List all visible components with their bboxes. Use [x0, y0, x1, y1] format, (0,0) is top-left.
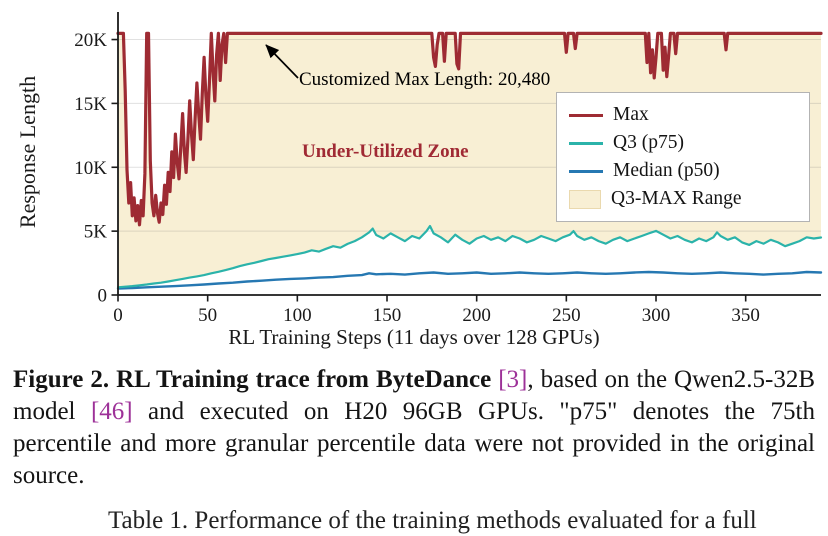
caption-text: and executed on H20 96GB GPUs. "p75" den…	[13, 398, 815, 489]
y-tick-label: 10K	[74, 158, 107, 179]
x-tick-label: 350	[731, 305, 760, 326]
y-tick-label: 0	[98, 286, 108, 307]
legend-item-q3-p75: Q3 (p75)	[569, 129, 797, 157]
x-tick-label: 150	[373, 305, 402, 326]
max-length-annotation: Customized Max Length: 20,480	[299, 69, 551, 90]
legend-patch-swatch	[569, 189, 601, 209]
legend-line-swatch	[569, 169, 603, 173]
legend-line-swatch	[569, 141, 603, 145]
figure-2-chart: 0 50 100 150 200 250 300 350 0 5K 10K 15K 20K Respon…	[15, 12, 823, 349]
legend-item-q3-max-range: Q3-MAX Range	[569, 185, 797, 213]
series-q3-p75	[116, 224, 823, 289]
legend-label: Q3-MAX Range	[611, 188, 742, 209]
legend-label: Median (p50)	[613, 160, 720, 181]
partial-next-caption: Table 1. Performance of the training met…	[108, 507, 757, 534]
series-max	[116, 31, 823, 227]
citation-link[interactable]: [3]	[498, 366, 528, 393]
annotation-arrow	[265, 44, 299, 79]
x-tick-label: 0	[113, 305, 123, 326]
legend: Max Q3 (p75) Median (p50) Q3-MAX Range	[556, 92, 810, 222]
y-tick-label: 20K	[74, 30, 107, 51]
x-tick-label: 200	[462, 305, 491, 326]
x-tick-label: 300	[642, 305, 671, 326]
x-tick-label: 250	[552, 305, 581, 326]
caption-text: Figure 2. RL Training trace from ByteDan…	[13, 366, 499, 393]
figure-caption: Figure 2. RL Training trace from ByteDan…	[13, 364, 815, 492]
legend-item-median-p50: Median (p50)	[569, 157, 797, 185]
legend-label: Q3 (p75)	[613, 132, 684, 153]
legend-item-max: Max	[569, 101, 797, 129]
citation-link[interactable]: [46]	[90, 398, 133, 425]
legend-line-swatch	[569, 113, 603, 117]
y-axis-label: Response Length	[15, 75, 40, 229]
x-tick-label: 50	[198, 305, 217, 326]
x-tick-label: 100	[283, 305, 312, 326]
series-median-p50	[116, 270, 823, 290]
legend-label: Max	[613, 104, 649, 125]
y-tick-label: 5K	[84, 222, 108, 243]
x-axis-label: RL Training Steps (11 days over 128 GPUs…	[228, 325, 600, 349]
y-tick-label: 15K	[74, 94, 107, 115]
caption-text: , based on the Qwen2.5-32B model	[13, 366, 816, 425]
under-utilized-zone-label: Under-Utilized Zone	[302, 141, 469, 162]
